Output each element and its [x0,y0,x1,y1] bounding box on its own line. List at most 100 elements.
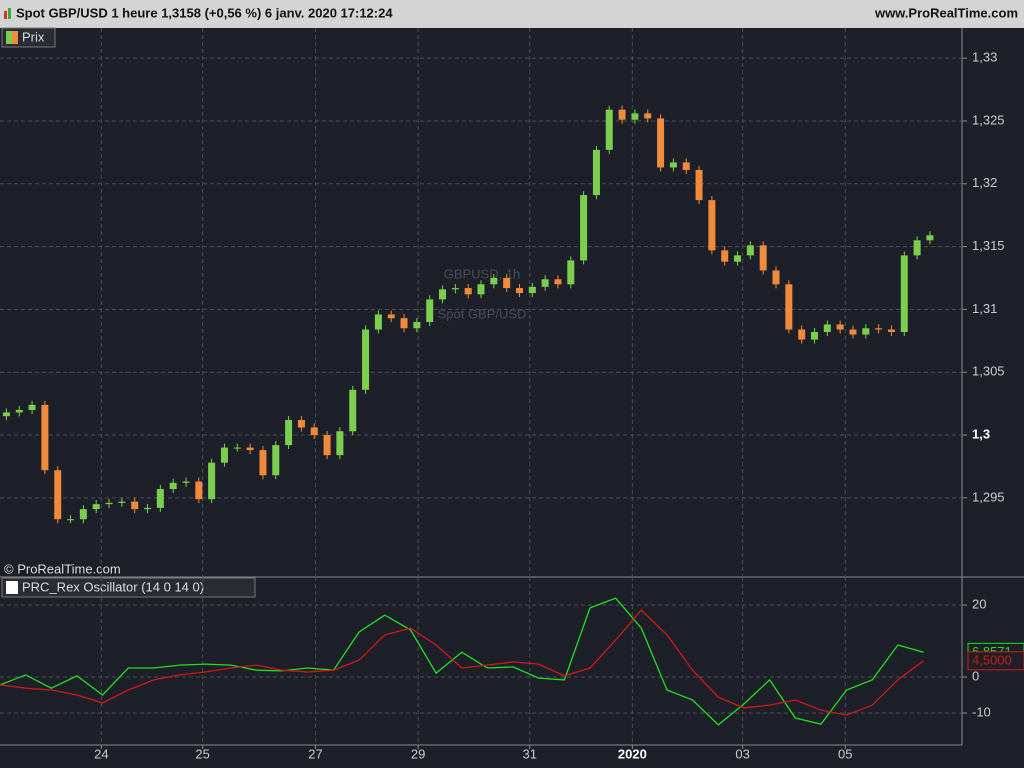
x-tick-label: 24 [94,746,108,761]
candle-body [426,299,434,322]
header-bar [0,0,1024,28]
candle-body [374,314,382,330]
header-site: www.ProRealTime.com [874,5,1018,20]
candle-body [233,447,241,449]
candle-body [528,286,536,294]
candle-body [605,109,613,150]
candle-body [118,501,126,503]
candle-body [297,419,305,428]
candle-body [926,235,934,241]
y-tick-label: 0 [972,668,979,683]
candle-body [503,278,511,289]
candle-body [644,113,652,119]
candle-body [823,324,831,333]
candle-body [759,245,767,271]
candle-body [785,284,793,330]
candle-body [400,318,408,329]
y-tick-label: 1,33 [972,50,997,65]
x-tick-label: 27 [308,746,322,761]
candle-body [631,113,639,120]
candle-body [220,447,228,463]
candle-body [246,447,254,451]
header-icon [8,8,11,19]
candle-body [810,332,818,340]
legend-swatch [6,31,12,44]
legend-label: Prix [22,29,45,44]
candle-body [169,482,177,490]
legend-swatch [6,581,18,594]
candle-body [387,314,395,319]
series-line [0,597,924,726]
header-title: Spot GBP/USD 1 heure 1,3158 (+0,56 %) 6 … [16,5,393,20]
candle-body [900,255,908,333]
candle-body [336,431,344,456]
candle-body [79,509,87,520]
candle-body [515,288,523,294]
candle-body [156,489,164,508]
candle-body [67,519,75,521]
candle-body [734,255,742,262]
candle-body [259,450,267,476]
candle-body [92,504,100,510]
candle-body [477,284,485,295]
y-tick-label: 1,32 [972,175,997,190]
candle-body [541,279,549,287]
y-tick-label: 1,295 [972,489,1005,504]
candle-body [362,329,370,390]
candle-body [464,288,472,295]
candle-body [618,109,626,120]
candle-body [708,200,716,251]
candle-body [451,288,459,290]
candle-body [862,328,870,335]
candle-body [798,329,806,340]
candle-body [323,435,331,456]
candle-body [439,289,447,300]
candle-body [849,329,857,335]
legend-label: PRC_Rex Oscillator (14 0 14 0) [22,579,204,594]
candle-body [836,324,844,330]
x-tick-label: 31 [523,746,537,761]
legend-swatch [12,31,18,44]
y-tick-label: 1,325 [972,112,1005,127]
candle-body [567,260,575,285]
y-tick-label: 20 [972,596,986,611]
series-line [0,609,924,716]
candle-body [657,118,665,168]
legend-box [1,577,256,598]
candle-body [195,481,203,500]
candle-body [131,501,139,510]
watermark-sub: Spot GBP/USD [438,306,527,321]
candle-body [105,502,113,505]
x-tick-label: 03 [735,746,749,761]
candle-body [554,279,562,285]
candle-body [721,250,729,262]
value-label: 4,5000 [972,652,1012,667]
candle-body [272,445,280,476]
x-tick-label: 2020 [618,746,647,761]
x-tick-label: 29 [411,746,425,761]
candle-body [682,162,690,170]
candle-body [875,328,883,330]
candle-body [41,404,49,471]
candle-body [669,162,677,168]
candle-body [15,409,23,413]
candle-body [592,149,600,196]
candle-body [695,169,703,201]
candle-body [746,245,754,256]
candle-body [887,329,895,333]
candle-body [144,507,152,510]
candle-body [285,419,293,446]
header-icon [4,11,7,19]
candle-body [913,240,921,256]
y-tick-label: 1,315 [972,238,1005,253]
x-tick-label: 25 [195,746,209,761]
candle-body [490,278,498,285]
x-tick-label: 05 [838,746,852,761]
candle-body [580,195,588,261]
candle-body [28,404,36,410]
candle-body [208,462,216,500]
value-label-box [967,651,1024,671]
candle-body [2,412,10,417]
